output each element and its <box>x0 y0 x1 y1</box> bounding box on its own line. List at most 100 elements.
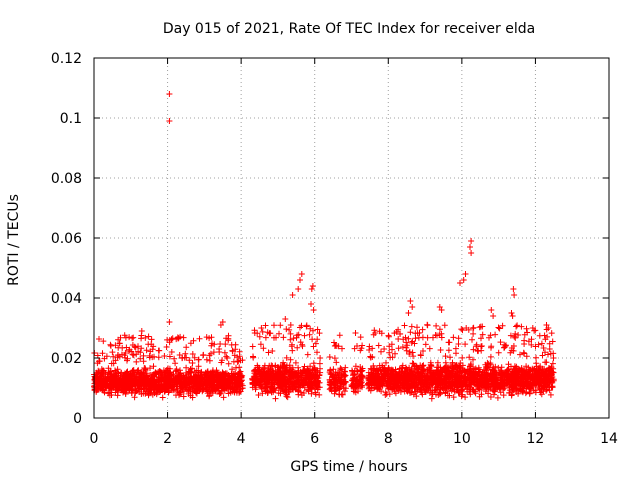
data-point <box>233 342 239 348</box>
y-tick-label: 0 <box>73 411 82 427</box>
data-point <box>509 310 515 316</box>
data-point <box>276 331 282 337</box>
data-point <box>290 292 296 298</box>
data-point <box>197 336 203 342</box>
data-point <box>299 271 305 277</box>
data-point <box>144 347 150 353</box>
data-point <box>271 322 277 328</box>
data-point <box>462 341 468 347</box>
data-point <box>181 335 187 341</box>
data-point <box>222 341 228 347</box>
data-point <box>382 392 388 398</box>
data-point <box>548 392 554 398</box>
data-point <box>495 395 501 401</box>
x-tick-label: 2 <box>163 431 172 447</box>
data-point <box>141 353 147 359</box>
data-point <box>273 396 279 402</box>
data-point <box>488 307 494 313</box>
data-point <box>133 359 139 365</box>
data-point <box>221 394 227 400</box>
data-point <box>146 334 152 340</box>
data-point <box>549 330 555 336</box>
data-point <box>470 347 476 353</box>
data-point <box>311 307 317 313</box>
data-point <box>463 271 469 277</box>
data-point <box>446 339 452 345</box>
data-points <box>91 91 557 402</box>
data-point <box>410 350 416 356</box>
data-point <box>149 336 155 342</box>
data-point <box>277 322 283 328</box>
data-point <box>317 361 323 367</box>
data-point <box>497 326 503 332</box>
data-point <box>109 349 115 355</box>
data-point <box>510 286 516 292</box>
data-point <box>233 365 239 371</box>
data-point <box>107 342 113 348</box>
data-point <box>409 304 415 310</box>
data-point <box>333 359 339 365</box>
x-tick-label: 4 <box>237 431 246 447</box>
data-point <box>446 347 452 353</box>
axis-ticks <box>94 58 609 418</box>
data-point <box>182 351 188 357</box>
data-point <box>378 349 384 355</box>
data-point <box>280 334 286 340</box>
data-point <box>156 348 162 354</box>
data-point <box>450 334 456 340</box>
data-point <box>396 345 402 351</box>
data-point <box>358 334 364 340</box>
data-point <box>409 324 415 330</box>
data-point <box>407 329 413 335</box>
data-point <box>327 354 333 360</box>
y-tick-label: 0.02 <box>51 351 82 367</box>
data-point <box>490 313 496 319</box>
data-point <box>389 347 395 353</box>
data-point <box>353 363 359 369</box>
data-point <box>302 333 308 339</box>
data-point <box>207 358 213 364</box>
data-point <box>496 350 502 356</box>
data-point <box>183 344 189 350</box>
data-point <box>459 355 465 361</box>
data-point <box>308 301 314 307</box>
data-point <box>141 365 147 371</box>
data-point <box>222 350 228 356</box>
data-point <box>429 396 435 402</box>
data-point <box>386 334 392 340</box>
data-point <box>283 326 289 332</box>
data-point <box>492 332 498 338</box>
data-point <box>200 352 206 358</box>
data-point <box>164 344 170 350</box>
data-point <box>425 322 431 328</box>
data-point <box>311 360 317 366</box>
data-point <box>376 343 382 349</box>
x-tick-label: 6 <box>310 431 319 447</box>
data-point <box>297 277 303 283</box>
grid-lines <box>94 58 609 418</box>
x-tick-label: 12 <box>527 431 545 447</box>
data-point <box>317 355 323 361</box>
data-point <box>475 348 481 354</box>
data-point <box>332 355 338 361</box>
data-point <box>514 322 520 328</box>
data-point <box>252 327 258 333</box>
data-point <box>442 322 448 328</box>
data-point <box>551 355 557 361</box>
data-point <box>217 341 223 347</box>
data-point <box>386 350 392 356</box>
data-point <box>166 319 172 325</box>
data-point <box>269 348 275 354</box>
data-point <box>263 335 269 341</box>
data-point <box>294 345 300 351</box>
data-point <box>470 331 476 337</box>
x-tick-label: 10 <box>453 431 471 447</box>
data-point <box>132 394 138 400</box>
data-point <box>437 326 443 332</box>
data-point <box>468 238 474 244</box>
data-point <box>420 327 426 333</box>
data-point <box>250 344 256 350</box>
data-point <box>353 330 359 336</box>
y-tick-label: 0.06 <box>51 231 82 247</box>
data-point <box>457 280 463 286</box>
